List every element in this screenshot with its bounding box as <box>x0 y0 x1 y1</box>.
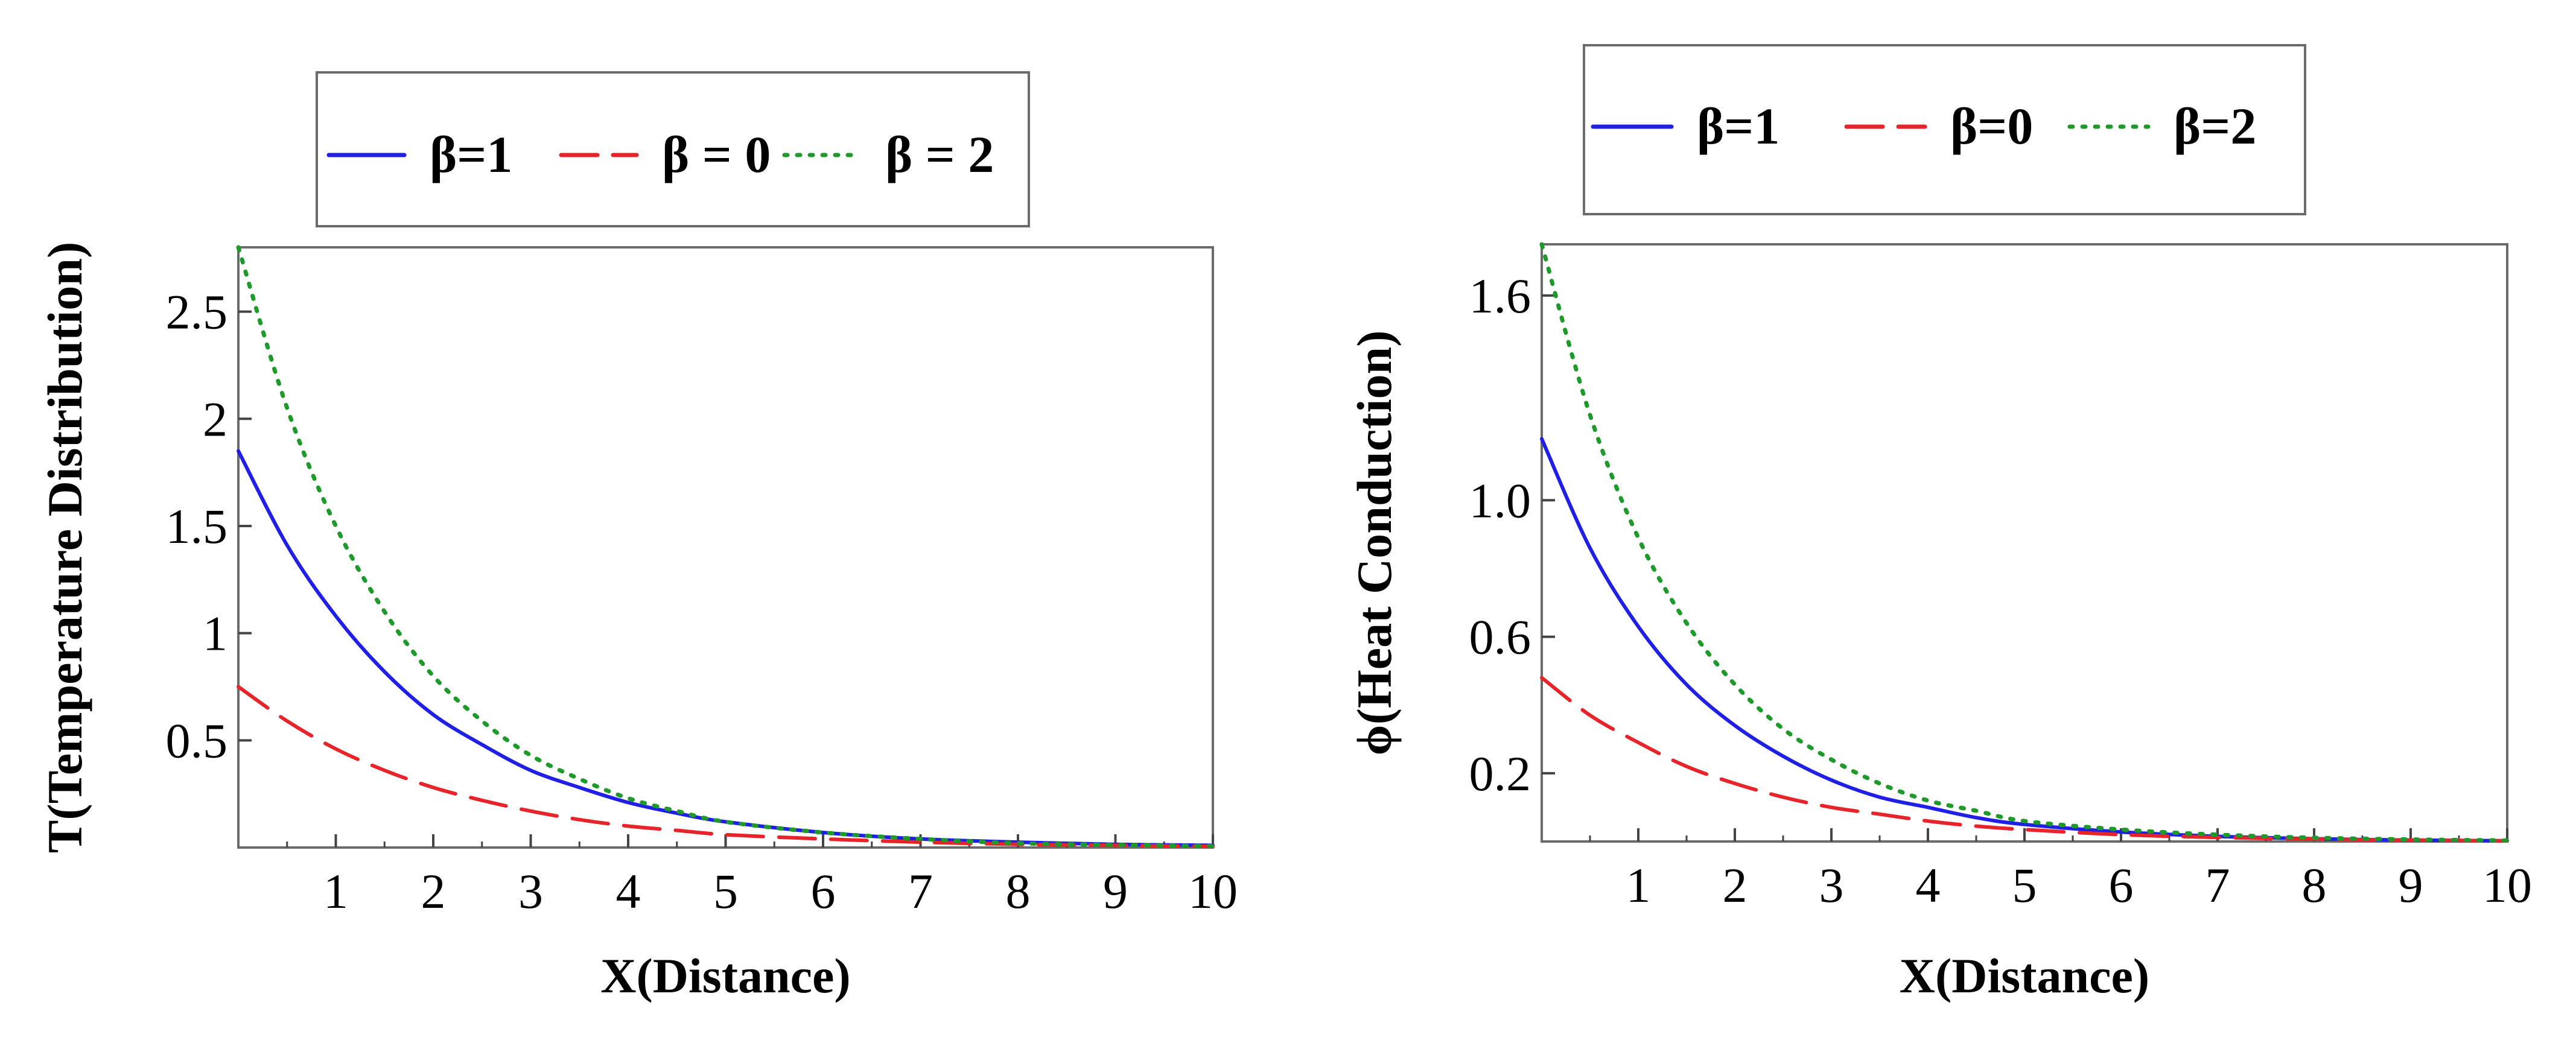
x-tick-label: 3 <box>1819 858 1844 913</box>
x-tick-label: 4 <box>616 864 641 919</box>
legend-label-3: β=2 <box>2174 97 2256 155</box>
x-axis-title: X(Distance) <box>1900 948 2149 1003</box>
x-tick-label: 10 <box>2482 858 2532 913</box>
y-tick-label: 0.5 <box>166 713 228 768</box>
legend-label-1: β=1 <box>430 125 512 183</box>
y-tick-label: 1.6 <box>1469 268 1531 323</box>
x-tick-label: 6 <box>2109 858 2134 913</box>
x-tick-label: 3 <box>518 864 543 919</box>
y-tick-label: 2 <box>203 391 227 446</box>
x-tick-label: 8 <box>1006 864 1031 919</box>
x-tick-label: 9 <box>1103 864 1128 919</box>
legend-box <box>1583 44 2306 215</box>
legend-box <box>316 71 1030 227</box>
series-line-3 <box>236 245 1215 848</box>
legend-label-2: β = 0 <box>662 125 771 183</box>
x-tick-label: 5 <box>2012 858 2037 913</box>
x-tick-label: 4 <box>1916 858 1941 913</box>
x-axis-title: X(Distance) <box>600 948 850 1003</box>
chart-1: 1 2 3 4 5 6 7 8 9 10 0.5 1 1.5 2 2.5 X(Distance) T(Tempe… <box>37 71 1238 1003</box>
legend: β=1 β=0 β=2 <box>1583 44 2306 215</box>
plot-frame <box>1541 243 2508 843</box>
x-tick-label: 6 <box>811 864 836 919</box>
y-tick-label: 1.5 <box>166 499 228 554</box>
x-tick-label: 2 <box>421 864 446 919</box>
x-tick-label: 2 <box>1723 858 1748 913</box>
y-axis-title: T(Temperature Distribution) <box>37 242 92 854</box>
x-tick-label: 10 <box>1188 864 1238 919</box>
series-line-2 <box>1540 676 2509 843</box>
x-tick-label: 9 <box>2399 858 2423 913</box>
series-line-1 <box>237 449 1215 848</box>
y-tick-label: 2.5 <box>166 285 228 340</box>
y-tick-label: 1 <box>203 606 227 661</box>
legend: β=1 β = 0 β = 2 <box>316 71 1030 227</box>
legend-label-2: β=0 <box>1950 97 2033 155</box>
y-tick-label: 1.0 <box>1469 473 1531 528</box>
y-tick-label: 0.2 <box>1469 746 1531 801</box>
x-tick-label: 7 <box>908 864 933 919</box>
x-tick-label: 1 <box>1626 858 1651 913</box>
series-line-1 <box>1540 437 2509 843</box>
x-tick-label: 1 <box>323 864 348 919</box>
chart-2: 1 2 3 4 5 6 7 8 9 10 0.2 0.6 1.0 1.6 X(Distance) ϕ(Heat… <box>1347 44 2532 1003</box>
x-tick-label: 7 <box>2206 858 2230 913</box>
series-line-3 <box>1539 242 2510 843</box>
legend-label-3: β = 2 <box>885 125 994 183</box>
legend-label-1: β=1 <box>1697 97 1779 155</box>
x-tick-label: 5 <box>713 864 738 919</box>
plot-frame <box>237 246 1214 849</box>
y-tick-label: 0.6 <box>1469 610 1531 665</box>
x-tick-label: 8 <box>2302 858 2327 913</box>
y-axis-title: ϕ(Heat Conduction) <box>1347 331 1402 756</box>
